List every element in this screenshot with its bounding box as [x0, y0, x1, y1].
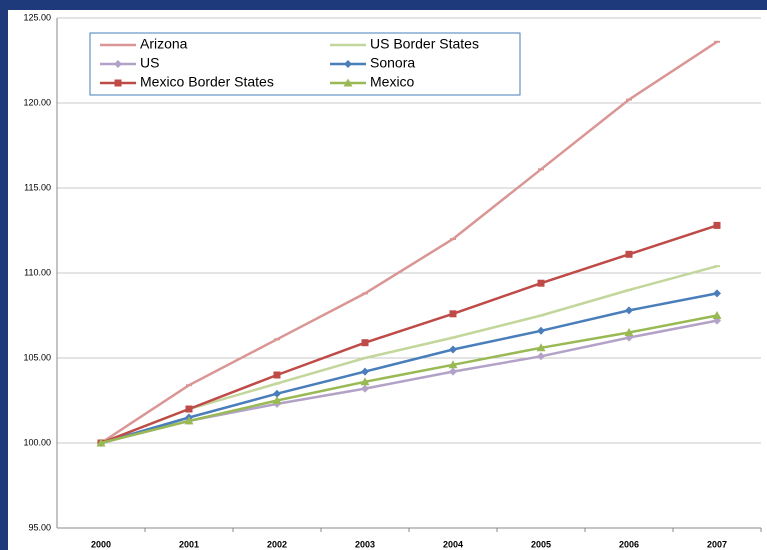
x-tick-label: 2002	[267, 539, 287, 549]
data-point	[449, 310, 457, 318]
data-point	[449, 345, 457, 354]
legend-label: US	[140, 55, 159, 71]
data-point	[624, 328, 634, 336]
data-point	[185, 405, 193, 413]
series-line	[100, 292, 718, 445]
legend-label: US Border States	[370, 36, 479, 52]
legend-marker	[343, 78, 353, 87]
data-point	[361, 339, 369, 347]
legend-marker	[114, 60, 122, 68]
series-line	[100, 264, 718, 445]
data-point	[272, 396, 282, 404]
x-tick-label: 2003	[355, 539, 375, 549]
data-point	[361, 384, 369, 393]
legend-box	[89, 32, 521, 96]
legend-label: Mexico Border States	[140, 74, 274, 90]
data-point	[713, 221, 721, 229]
x-tick-label: 2006	[619, 539, 639, 549]
data-point	[713, 289, 721, 298]
legend-label: Mexico	[370, 74, 415, 90]
data-point	[537, 326, 545, 335]
y-tick-label: 115.00	[24, 182, 51, 192]
legend-label: Sonora	[370, 55, 415, 71]
x-tick-label: 2001	[179, 539, 199, 549]
y-tick-label: 105.00	[23, 352, 51, 362]
legend-marker	[114, 79, 122, 87]
data-point	[536, 343, 546, 352]
y-tick-label: 95.00	[28, 522, 51, 532]
legend-marker	[344, 60, 352, 68]
y-tick-label: 100.00	[23, 437, 51, 447]
data-point	[361, 367, 369, 376]
data-point	[96, 438, 106, 447]
data-point	[537, 352, 545, 361]
data-point	[448, 360, 458, 369]
data-point	[625, 306, 633, 315]
series-line	[100, 314, 718, 445]
series-line	[100, 40, 718, 445]
data-point	[273, 389, 281, 398]
y-tick-label: 110.00	[24, 267, 51, 277]
x-tick-label: 2007	[707, 539, 727, 549]
data-point	[184, 416, 194, 425]
y-tick-label: 125.00	[23, 12, 51, 22]
data-point	[625, 250, 633, 258]
x-tick-label: 2004	[443, 539, 463, 549]
data-point	[712, 311, 722, 319]
x-tick-label: 2005	[531, 539, 551, 549]
data-point	[449, 367, 457, 376]
x-tick-label: 2000	[91, 539, 111, 549]
y-tick-label: 120.00	[23, 97, 51, 107]
data-point	[537, 279, 545, 287]
data-point	[273, 371, 281, 379]
data-point	[360, 377, 370, 386]
series-line	[100, 224, 718, 445]
legend-label: Arizona	[140, 36, 188, 52]
